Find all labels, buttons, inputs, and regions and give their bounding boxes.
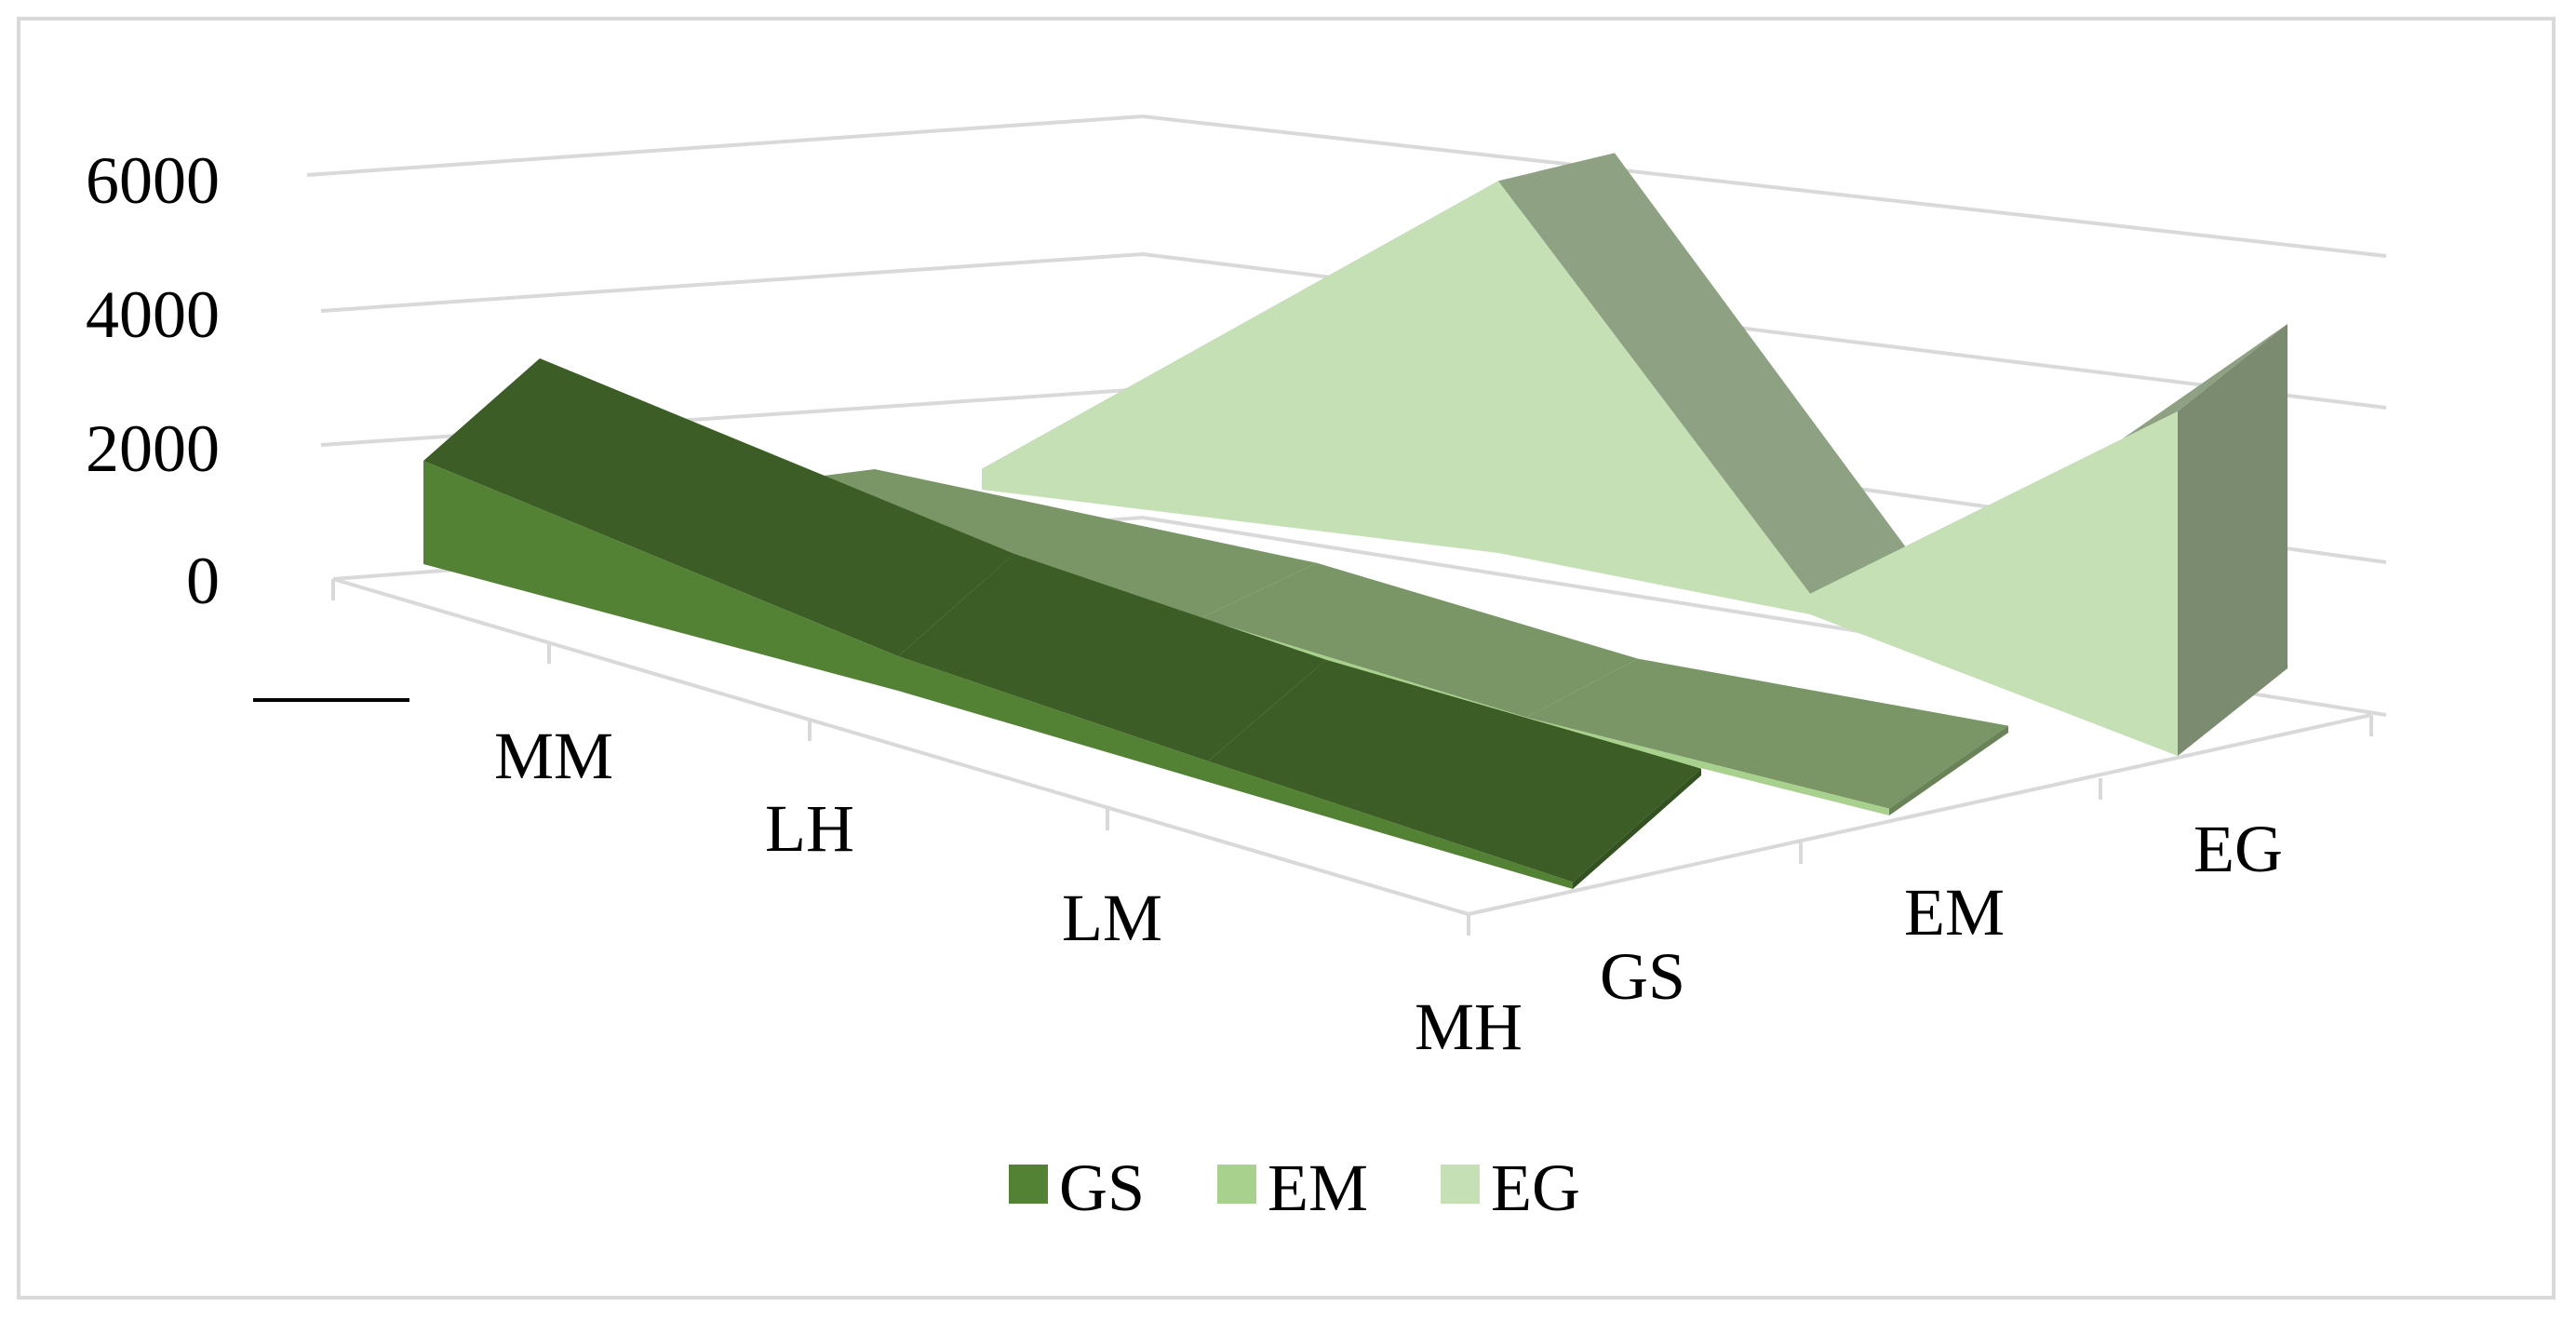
y-tick-label: 4000 bbox=[86, 277, 220, 352]
series-front-face bbox=[423, 461, 1573, 889]
depth-label-gs: GS bbox=[1600, 939, 1685, 1014]
series-top-face bbox=[898, 554, 1326, 761]
series-end-cap bbox=[2178, 324, 2288, 756]
y-tick-labels: 6000 4000 2000 0 bbox=[86, 143, 220, 618]
legend-label-gs: GS bbox=[1059, 1151, 1145, 1225]
y-tick-label: 6000 bbox=[86, 143, 220, 218]
y-tick-label: 0 bbox=[186, 544, 220, 618]
legend-swatch-gs bbox=[1009, 1165, 1048, 1204]
depth-axis-labels: GS EM EG bbox=[1600, 812, 2283, 1014]
series-end-cap bbox=[1889, 725, 2008, 815]
series-front-face bbox=[758, 484, 1889, 815]
series-layer bbox=[423, 153, 2288, 889]
legend-label-em: EM bbox=[1268, 1151, 1368, 1225]
category-label: LM bbox=[1062, 881, 1162, 955]
series-front-face bbox=[982, 181, 2178, 756]
depth-label-em: EM bbox=[1904, 875, 2005, 950]
legend-swatch-em bbox=[1217, 1165, 1256, 1204]
series-top-face bbox=[1201, 562, 1638, 718]
series-top-face bbox=[1498, 153, 1926, 594]
axes bbox=[331, 577, 2373, 936]
series-gs bbox=[423, 358, 1701, 889]
series-end-cap bbox=[1573, 768, 1701, 889]
series-top-face bbox=[1526, 658, 2008, 809]
series-top-face bbox=[423, 358, 1014, 656]
category-labels: MM LH LM MH bbox=[494, 719, 1523, 1064]
category-label: LH bbox=[765, 791, 854, 866]
category-label: MH bbox=[1415, 990, 1523, 1064]
legend-swatch-eg bbox=[1441, 1165, 1480, 1204]
depth-label-eg: EG bbox=[2194, 812, 2283, 886]
y-tick-label: 2000 bbox=[86, 411, 220, 486]
legend-label-eg: EG bbox=[1491, 1151, 1580, 1225]
legend: GS EM EG bbox=[1009, 1151, 1580, 1225]
category-label: MM bbox=[494, 719, 613, 793]
series-top-face bbox=[1208, 659, 1701, 882]
series-eg bbox=[982, 153, 2288, 756]
